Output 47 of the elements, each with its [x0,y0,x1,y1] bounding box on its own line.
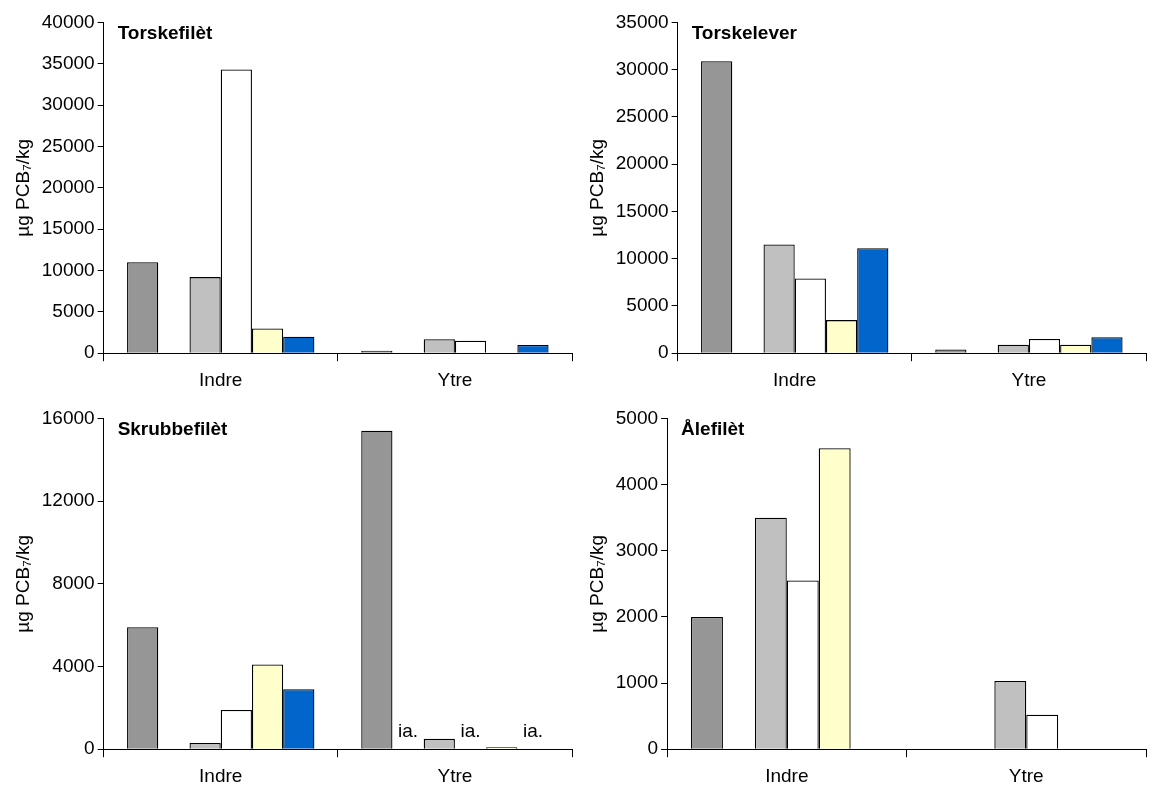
y-tick-label: 15000 [41,217,95,239]
y-tick-label: 15000 [615,199,669,221]
x-tick-label: Indre [199,764,243,786]
y-axis-title: µg PCB₇/kg [11,534,33,633]
x-tick-label: Ytre [1011,368,1047,390]
y-tick-label: 30000 [41,93,95,115]
y-axis-title: µg PCB₇/kg [11,138,33,237]
y-tick-label: 40000 [41,10,95,32]
y-axis-title: µg PCB₇/kg [585,534,607,633]
x-tick-label: Ytre [1008,764,1044,786]
x-tick-label: Ytre [437,368,473,390]
y-tick-label: 1000 [615,671,659,693]
y-tick-label: 5000 [615,406,659,428]
x-tick-label: Indre [199,368,243,390]
y-tick-label: 4000 [615,472,659,494]
chart-title: Ålefilèt [681,418,746,440]
y-tick-label: 35000 [615,10,669,32]
x-tick-label: Indre [773,368,817,390]
y-axis-title: µg PCB₇/kg [585,138,607,237]
y-tick-label: 20000 [615,152,669,174]
chart-title: Skrubbefilèt [117,418,229,440]
chart-title: Torskefilèt [117,22,213,44]
y-tick-label: 10000 [41,258,95,280]
chart-title: Torskelever [691,22,798,44]
y-tick-label: 4000 [52,654,95,676]
y-tick-label: 30000 [615,57,669,79]
y-tick-label: 0 [84,737,95,759]
y-tick-label: 0 [658,341,669,363]
y-tick-label: 16000 [41,406,95,428]
y-tick-label: 0 [84,341,95,363]
y-tick-label: 25000 [615,105,669,127]
text: ia. [460,719,481,741]
text: ia. [522,719,544,741]
y-tick-label: 5000 [626,294,669,316]
y-tick-label: 25000 [41,134,95,156]
y-tick-label: 2000 [615,605,659,627]
x-tick-label: Ytre [437,764,473,786]
y-tick-label: 0 [647,737,659,759]
y-tick-label: 12000 [41,489,95,511]
x-tick-label: Indre [765,764,809,786]
y-tick-label: 5000 [52,300,95,322]
y-tick-label: 20000 [41,176,95,198]
y-tick-label: 3000 [615,538,659,560]
y-tick-label: 35000 [41,51,95,73]
y-tick-label: 8000 [52,572,95,594]
y-tick-label: 10000 [615,246,669,268]
text: ia. [398,719,419,741]
